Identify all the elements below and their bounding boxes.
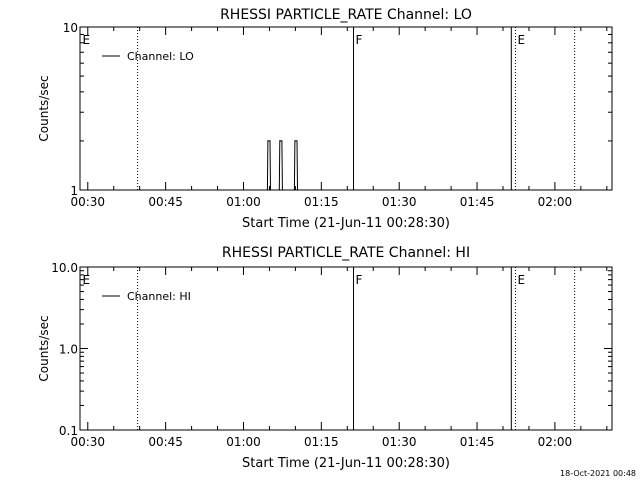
event-marker-label-0-0: E (83, 33, 91, 47)
y-axis-label-1: Counts/sec (37, 315, 51, 381)
data-point-0-0-5 (278, 189, 280, 191)
x-tick-label-0-4: 01:30 (382, 195, 417, 209)
x-tick-label-1-4: 01:30 (382, 435, 417, 449)
chart-title-0: RHESSI PARTICLE_RATE Channel: LO (220, 7, 472, 23)
y-axis-label-0: Counts/sec (37, 75, 51, 141)
footer-timestamp: 18-Oct-2021 00:48 (560, 469, 636, 478)
data-point-0-0-3 (269, 140, 271, 142)
x-tick-label-0-6: 02:00 (538, 195, 573, 209)
data-point-0-0-11 (294, 140, 296, 142)
data-point-0-0-1 (267, 140, 269, 142)
event-marker-label-1-2: F (356, 273, 363, 287)
data-point-0-0-4 (269, 189, 272, 191)
data-point-0-0-13 (296, 140, 298, 142)
event-marker-label-1-4: E (517, 273, 525, 287)
x-tick-label-1-5: 01:45 (460, 435, 495, 449)
x-tick-label-0-1: 00:45 (148, 195, 183, 209)
data-point-0-0-6 (279, 140, 281, 142)
x-tick-label-1-3: 01:15 (304, 435, 339, 449)
legend-label-0: Channel: LO (127, 50, 194, 63)
y-tick-label-0-1: 10 (63, 21, 78, 35)
data-point-0-0-12 (295, 140, 297, 142)
x-axis-label-0: Start Time (21-Jun-11 00:28:30) (242, 216, 450, 231)
data-point-0-0-2 (268, 140, 270, 142)
x-axis-label-1: Start Time (21-Jun-11 00:28:30) (242, 456, 450, 471)
x-tick-label-1-2: 01:00 (226, 435, 261, 449)
x-tick-label-1-1: 00:45 (148, 435, 183, 449)
data-point-0-0-7 (280, 140, 282, 142)
x-tick-label-0-5: 01:45 (460, 195, 495, 209)
y-tick-label-1-0: 0.1 (59, 424, 78, 438)
y-tick-label-0-0: 1 (70, 184, 78, 198)
data-point-0-0-9 (281, 189, 284, 191)
x-tick-label-1-6: 02:00 (538, 435, 573, 449)
legend-label-1: Channel: HI (127, 290, 191, 303)
x-tick-label-0-0: 00:30 (70, 195, 105, 209)
event-marker-label-0-2: F (356, 33, 363, 47)
x-tick-label-0-2: 01:00 (226, 195, 261, 209)
data-point-0-0-10 (293, 189, 295, 191)
plot-frame-0 (79, 26, 613, 191)
x-tick-label-0-3: 01:15 (304, 195, 339, 209)
series-line-0-0 (266, 140, 298, 191)
data-point-0-0-0 (266, 189, 268, 191)
event-marker-label-0-4: E (517, 33, 525, 47)
chart-title-1: RHESSI PARTICLE_RATE Channel: HI (222, 245, 470, 261)
data-point-0-0-14 (296, 189, 299, 191)
event-marker-label-1-0: E (83, 273, 91, 287)
y-tick-label-1-2: 10.0 (51, 261, 78, 275)
x-tick-label-1-0: 00:30 (70, 435, 105, 449)
y-tick-label-1-1: 1.0 (59, 343, 78, 357)
data-point-0-0-8 (281, 140, 283, 142)
